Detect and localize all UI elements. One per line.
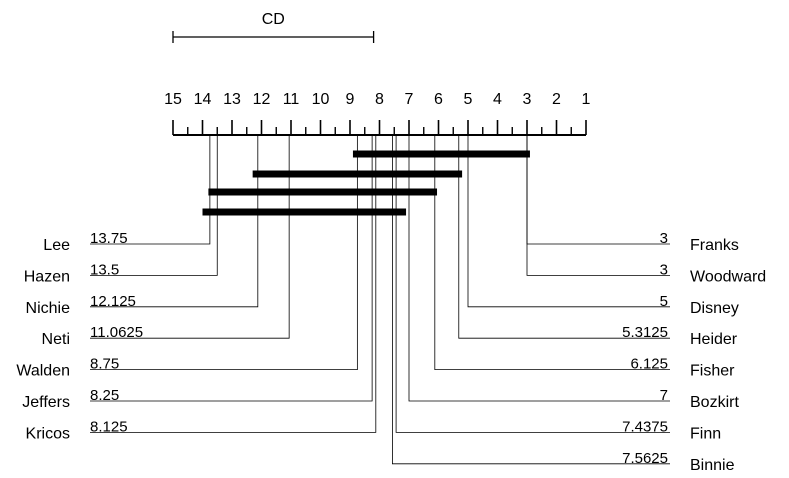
tick-label: 10 bbox=[312, 91, 330, 108]
method-rank-value: 5.3125 bbox=[622, 324, 668, 341]
method-rank-value: 8.75 bbox=[90, 356, 119, 373]
tick-label: 1 bbox=[582, 91, 591, 108]
method-name: Disney bbox=[690, 300, 739, 317]
tick-label: 13 bbox=[223, 91, 241, 108]
method-name: Fisher bbox=[690, 363, 735, 380]
cd-label: CD bbox=[262, 11, 285, 28]
method-connector bbox=[392, 135, 670, 465]
tick-label: 11 bbox=[283, 91, 300, 108]
tick-label: 2 bbox=[552, 91, 561, 108]
method-rank-value: 7.5625 bbox=[622, 450, 668, 467]
method-rank-value: 6.125 bbox=[630, 356, 668, 373]
method-name: Franks bbox=[690, 237, 739, 254]
method-connector bbox=[90, 135, 218, 276]
method-name: Jeffers bbox=[22, 394, 70, 411]
method-rank-value: 5 bbox=[660, 293, 668, 310]
method-connector bbox=[408, 135, 670, 402]
tick-label: 8 bbox=[375, 91, 384, 108]
method-connector bbox=[526, 135, 670, 245]
method-connector bbox=[458, 135, 670, 339]
method-name: Walden bbox=[16, 363, 70, 380]
method-name: Neti bbox=[42, 331, 70, 348]
method-rank-value: 13.5 bbox=[90, 261, 119, 278]
method-name: Finn bbox=[690, 425, 721, 442]
tick-label: 3 bbox=[523, 91, 532, 108]
method-name: Hazen bbox=[24, 268, 70, 285]
method-connector bbox=[395, 135, 670, 433]
tick-label: 14 bbox=[194, 91, 212, 108]
method-name: Binnie bbox=[690, 457, 735, 474]
tick-label: 15 bbox=[164, 91, 182, 108]
method-name: Woodward bbox=[690, 268, 766, 285]
method-name: Kricos bbox=[26, 425, 70, 442]
method-connector bbox=[90, 135, 211, 245]
method-rank-value: 3 bbox=[660, 230, 668, 247]
method-rank-value: 3 bbox=[660, 261, 668, 278]
method-connector bbox=[90, 135, 290, 339]
tick-label: 5 bbox=[464, 91, 473, 108]
method-name: Heider bbox=[690, 331, 738, 348]
cd-indicator: CD bbox=[172, 11, 375, 43]
tick-label: 12 bbox=[253, 91, 271, 108]
method-connector bbox=[90, 135, 358, 371]
method-rank-value: 13.75 bbox=[90, 230, 128, 247]
method-rank-value: 8.125 bbox=[90, 418, 128, 435]
method-rank-value: 11.0625 bbox=[90, 324, 143, 341]
tick-label: 7 bbox=[405, 91, 414, 108]
method-connectors bbox=[90, 135, 670, 465]
method-name: Lee bbox=[43, 237, 70, 254]
method-connector bbox=[434, 135, 670, 371]
tick-label: 6 bbox=[434, 91, 443, 108]
method-connector bbox=[90, 135, 377, 433]
clique-bars bbox=[202, 150, 530, 216]
method-rank-value: 7.4375 bbox=[622, 418, 668, 435]
tick-label: 4 bbox=[493, 91, 502, 108]
method-rank-value: 12.125 bbox=[90, 293, 136, 310]
method-name: Nichie bbox=[26, 300, 71, 317]
method-connector bbox=[90, 135, 259, 308]
rank-axis: 15 14 13 12 11 10 9 8 7 6 5 4 3 2 1 bbox=[164, 91, 591, 136]
method-connector bbox=[467, 135, 670, 308]
method-connector bbox=[526, 135, 670, 276]
method-connector bbox=[90, 135, 373, 402]
tick-label: 9 bbox=[346, 91, 355, 108]
method-labels: Lee 13.75 Hazen 13.5 Nichie 12.125 Neti 11.0625… bbox=[16, 230, 766, 474]
method-name: Bozkirt bbox=[690, 394, 739, 411]
method-rank-value: 7 bbox=[660, 387, 668, 404]
method-rank-value: 8.25 bbox=[90, 387, 119, 404]
